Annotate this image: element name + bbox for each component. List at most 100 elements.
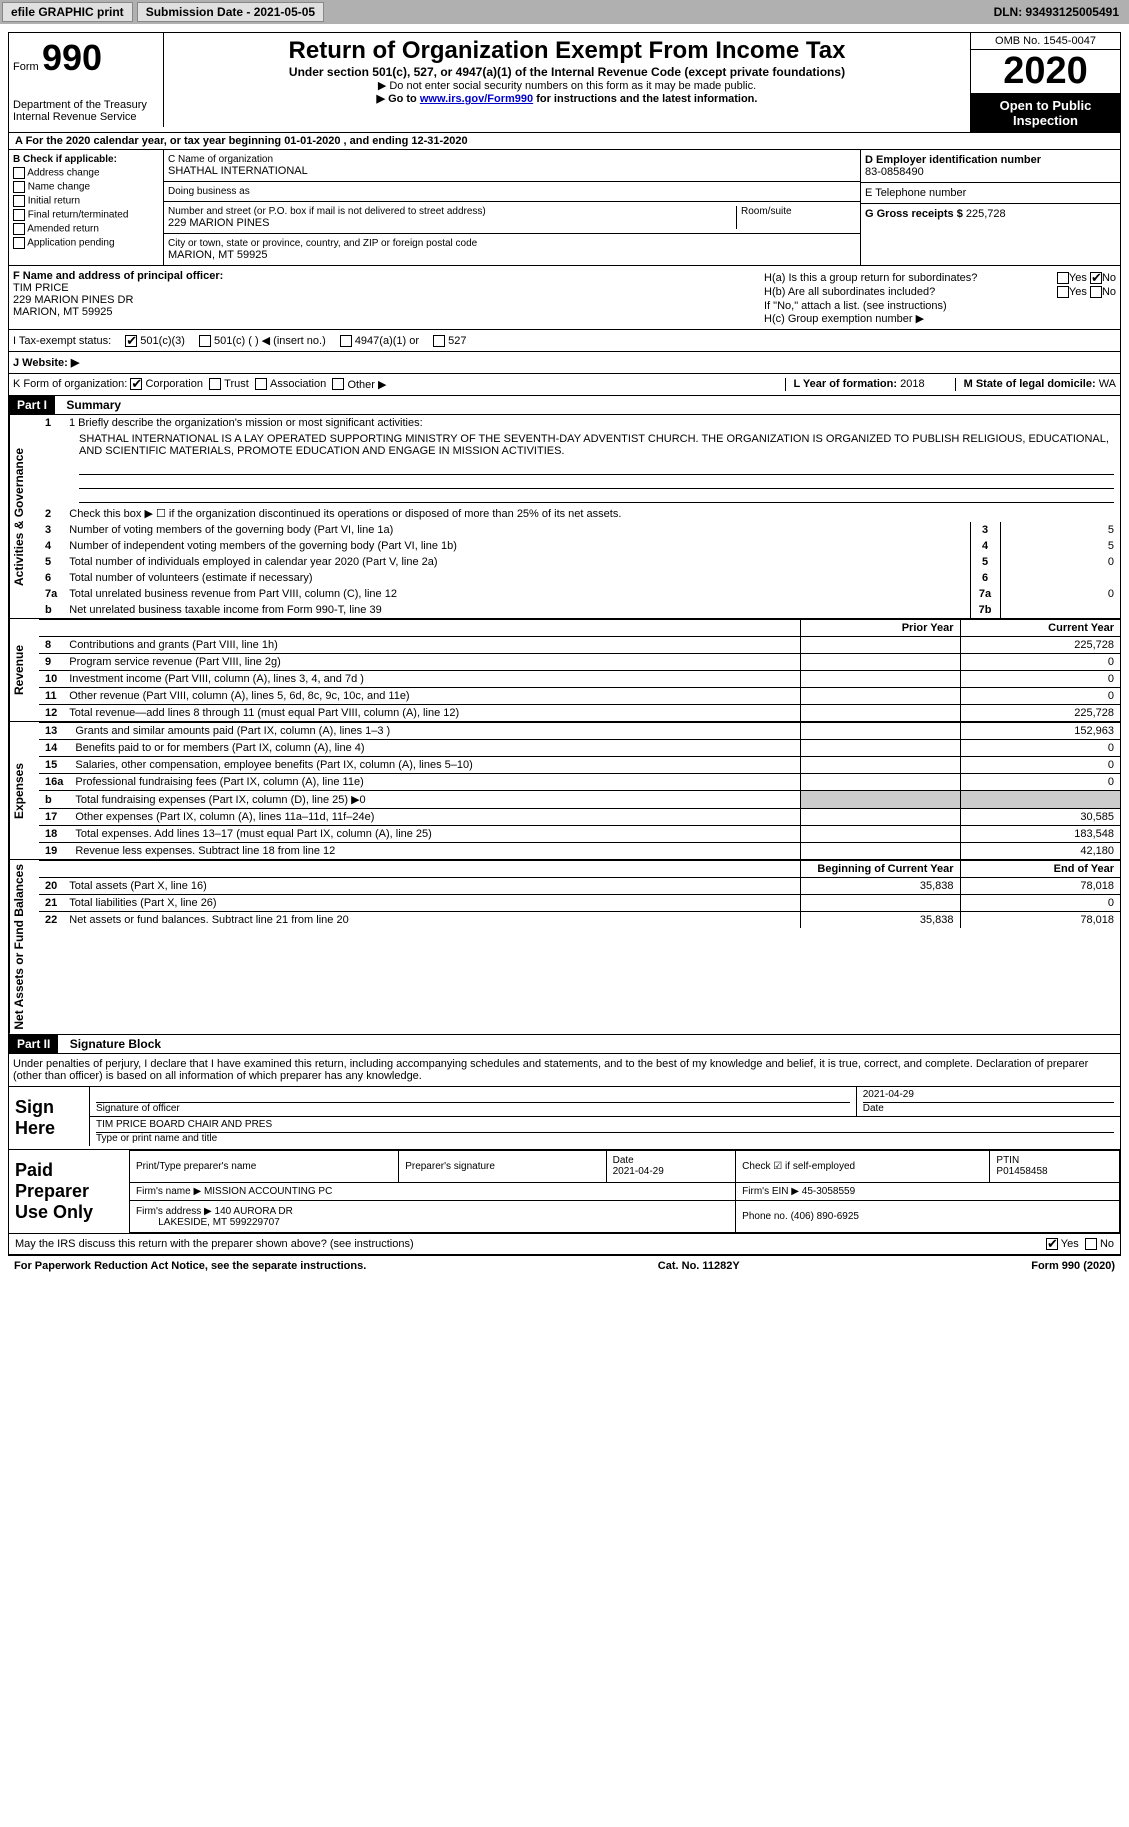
line15-text: Salaries, other compensation, employee b… (69, 757, 800, 774)
ha-yes[interactable] (1057, 272, 1069, 284)
year-formation-label: L Year of formation: (794, 378, 898, 390)
firm-name-label: Firm's name ▶ (136, 1186, 201, 1197)
line4-text: Number of independent voting members of … (63, 538, 970, 554)
signature-intro: Under penalties of perjury, I declare th… (8, 1054, 1121, 1087)
sig-officer-label: Signature of officer (96, 1103, 850, 1114)
line14-cy: 0 (960, 740, 1120, 757)
dept-label: Department of the Treasury Internal Reve… (13, 99, 159, 123)
hb-label: H(b) Are all subordinates included? (764, 286, 935, 298)
line5-text: Total number of individuals employed in … (63, 554, 970, 570)
tax-exempt-label: I Tax-exempt status: (13, 335, 111, 347)
chk-application-pending[interactable]: Application pending (13, 237, 159, 249)
gross-receipts-label: G Gross receipts $ (865, 208, 963, 220)
form-header: Form 990 Department of the Treasury Inte… (8, 32, 1121, 133)
officer-label: F Name and address of principal officer: (13, 270, 756, 282)
chk-address-change[interactable]: Address change (13, 167, 159, 179)
officer-addr1: 229 MARION PINES DR (13, 294, 756, 306)
chk-assoc[interactable] (255, 378, 267, 390)
ptin-value: P01458458 (996, 1166, 1047, 1177)
section-b-checkboxes: B Check if applicable: Address change Na… (9, 150, 164, 265)
discuss-yes[interactable] (1046, 1238, 1058, 1250)
line9-text: Program service revenue (Part VIII, line… (63, 654, 800, 671)
line21-cy: 0 (960, 895, 1120, 912)
line16a-text: Professional fundraising fees (Part IX, … (69, 774, 800, 791)
part2-tag: Part II (9, 1035, 58, 1053)
line6-text: Total number of volunteers (estimate if … (63, 570, 970, 586)
chk-amended-return[interactable]: Amended return (13, 223, 159, 235)
form-number: 990 (42, 37, 102, 78)
efile-print-button[interactable]: efile GRAPHIC print (2, 2, 133, 22)
irs-link[interactable]: www.irs.gov/Form990 (420, 93, 533, 105)
phone-label: E Telephone number (861, 183, 1120, 204)
open-to-public: Open to Public Inspection (971, 94, 1120, 132)
chk-4947[interactable] (340, 335, 352, 347)
chk-initial-return[interactable]: Initial return (13, 195, 159, 207)
chk-corp[interactable] (130, 378, 142, 390)
sig-name: TIM PRICE BOARD CHAIR AND PRES (96, 1119, 1114, 1133)
pra-notice: For Paperwork Reduction Act Notice, see … (14, 1260, 366, 1272)
line3-val: 5 (1000, 522, 1120, 538)
line7b-val (1000, 602, 1120, 618)
org-name: SHATHAL INTERNATIONAL (168, 165, 856, 177)
hc-label: H(c) Group exemption number ▶ (764, 312, 1116, 325)
chk-527[interactable] (433, 335, 445, 347)
line16b-text: Total fundraising expenses (Part IX, col… (69, 791, 800, 809)
line3-text: Number of voting members of the governin… (63, 522, 970, 538)
sig-date-label: Date (863, 1103, 1114, 1114)
sign-here-label: Sign Here (9, 1087, 89, 1149)
subtitle-link: ▶ Go to www.irs.gov/Form990 for instruct… (172, 92, 962, 105)
street-label: Number and street (or P.O. box if mail i… (168, 206, 736, 217)
ein-value: 83-0858490 (865, 166, 1116, 178)
state-domicile: WA (1099, 378, 1116, 390)
line8-cy: 225,728 (960, 637, 1120, 654)
chk-501c3[interactable] (125, 335, 137, 347)
dln-label: DLN: 93493125005491 (994, 5, 1127, 19)
website-row: J Website: ▶ (8, 352, 1121, 374)
line14-text: Benefits paid to or for members (Part IX… (69, 740, 800, 757)
end-year-header: End of Year (960, 861, 1120, 878)
chk-final-return[interactable]: Final return/terminated (13, 209, 159, 221)
subtitle-ssn: ▶ Do not enter social security numbers o… (172, 79, 962, 92)
line11-text: Other revenue (Part VIII, column (A), li… (63, 688, 800, 705)
line18-cy: 183,548 (960, 826, 1120, 843)
hb-note: If "No," attach a list. (see instruction… (764, 300, 1116, 312)
line22-cy: 78,018 (960, 912, 1120, 929)
prep-selfemp: Check ☑ if self-employed (736, 1150, 990, 1182)
line21-text: Total liabilities (Part X, line 26) (63, 895, 800, 912)
sig-date-val: 2021-04-29 (863, 1089, 1114, 1103)
line6-val (1000, 570, 1120, 586)
line11-cy: 0 (960, 688, 1120, 705)
chk-501c[interactable] (199, 335, 211, 347)
form-word: Form (13, 61, 39, 73)
line20-text: Total assets (Part X, line 16) (63, 878, 800, 895)
line17-text: Other expenses (Part IX, column (A), lin… (69, 809, 800, 826)
chk-other[interactable] (332, 378, 344, 390)
gross-receipts-value: 225,728 (966, 208, 1006, 220)
room-label: Room/suite (741, 206, 856, 217)
line20-py: 35,838 (800, 878, 960, 895)
line8-text: Contributions and grants (Part VIII, lin… (63, 637, 800, 654)
vtab-netassets: Net Assets or Fund Balances (9, 860, 39, 1034)
submission-date-button[interactable]: Submission Date - 2021-05-05 (137, 2, 324, 22)
hb-yes[interactable] (1057, 286, 1069, 298)
line22-py: 35,838 (800, 912, 960, 929)
discuss-label: May the IRS discuss this return with the… (15, 1238, 414, 1250)
line2: Check this box ▶ ☐ if the organization d… (63, 505, 1120, 522)
hb-no[interactable] (1090, 286, 1102, 298)
vtab-revenue: Revenue (9, 619, 39, 721)
firm-name: MISSION ACCOUNTING PC (204, 1186, 332, 1197)
discuss-no[interactable] (1085, 1238, 1097, 1250)
ha-no[interactable] (1090, 272, 1102, 284)
form-footer: Form 990 (2020) (1031, 1260, 1115, 1272)
mission-text: SHATHAL INTERNATIONAL IS A LAY OPERATED … (39, 431, 1120, 459)
line10-cy: 0 (960, 671, 1120, 688)
line13-text: Grants and similar amounts paid (Part IX… (69, 723, 800, 740)
city-value: MARION, MT 59925 (168, 249, 477, 261)
paid-preparer-label: Paid Preparer Use Only (9, 1150, 129, 1233)
chk-name-change[interactable]: Name change (13, 181, 159, 193)
officer-addr2: MARION, MT 59925 (13, 306, 756, 318)
line20-cy: 78,018 (960, 878, 1120, 895)
line16a-cy: 0 (960, 774, 1120, 791)
chk-trust[interactable] (209, 378, 221, 390)
state-domicile-label: M State of legal domicile: (964, 378, 1096, 390)
